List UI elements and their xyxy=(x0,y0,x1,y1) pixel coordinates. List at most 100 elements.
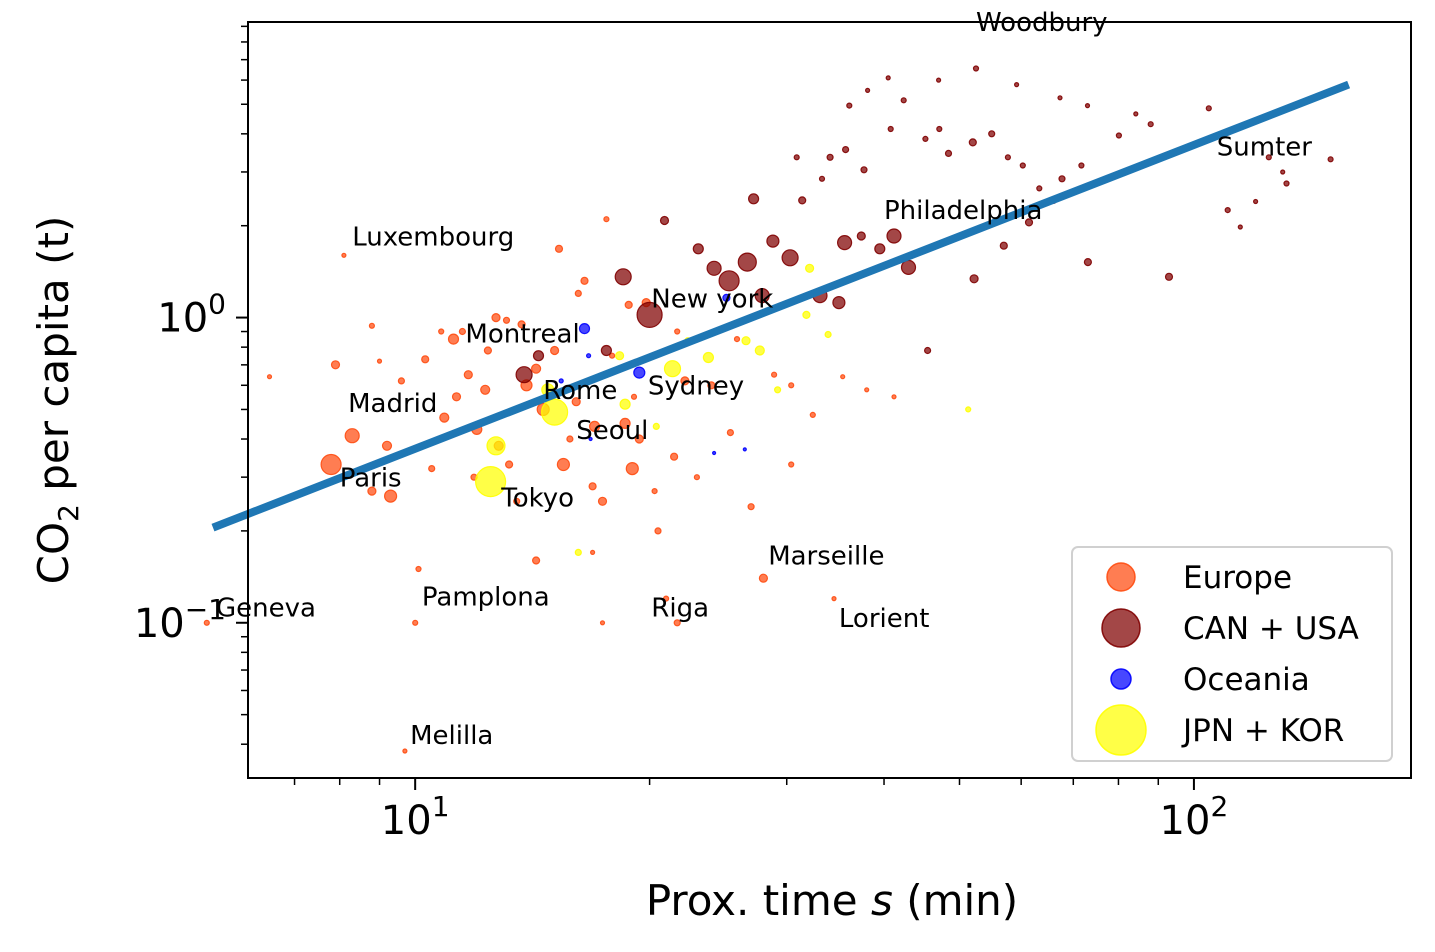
data-point xyxy=(747,503,755,511)
data-point xyxy=(491,313,501,323)
data-point xyxy=(320,453,342,476)
data-point xyxy=(574,548,582,557)
data-point xyxy=(1147,121,1154,128)
data-point xyxy=(556,457,571,472)
y-axis-label: CO2 per capita (t) xyxy=(29,216,85,585)
legend-label: Oceania xyxy=(1183,662,1310,698)
data-point xyxy=(674,328,681,335)
city-label: Tokyo xyxy=(500,484,574,514)
legend-label: JPN + KOR xyxy=(1181,713,1344,749)
y-axis-label-rest: per capita (t) xyxy=(29,216,78,504)
data-point xyxy=(936,125,943,133)
data-point xyxy=(802,310,811,319)
data-point xyxy=(625,462,639,476)
regression-line xyxy=(211,80,1351,532)
legend-marker xyxy=(1101,608,1141,648)
data-point xyxy=(1327,156,1334,163)
data-point xyxy=(203,619,210,626)
data-point xyxy=(733,336,741,343)
data-point xyxy=(574,289,582,297)
data-point xyxy=(781,249,799,267)
data-point xyxy=(1164,272,1174,281)
data-point xyxy=(693,474,701,481)
city-label: Montreal xyxy=(465,319,579,349)
data-point xyxy=(965,406,972,413)
data-point xyxy=(571,397,581,407)
data-point xyxy=(722,293,731,302)
data-point xyxy=(614,351,625,361)
data-point xyxy=(530,363,542,374)
data-point xyxy=(999,241,1008,250)
data-point xyxy=(922,135,929,142)
data-point xyxy=(549,345,560,356)
data-point xyxy=(381,440,393,451)
data-point xyxy=(663,360,682,378)
legend-marker xyxy=(1110,668,1132,690)
data-point xyxy=(885,75,891,81)
y-axis-label-main: CO xyxy=(29,522,78,584)
data-point xyxy=(412,619,419,626)
data-points xyxy=(203,65,1334,754)
x-tick-exponent: 2 xyxy=(1210,790,1228,823)
data-point xyxy=(651,488,658,495)
data-point xyxy=(1084,102,1091,109)
data-point xyxy=(798,196,807,205)
data-point xyxy=(1115,132,1123,139)
city-label: Lorient xyxy=(839,604,930,634)
y-tick-base: 10 xyxy=(157,296,208,342)
data-point xyxy=(505,460,514,469)
data-point xyxy=(741,336,751,346)
data-point xyxy=(1280,169,1286,175)
data-point xyxy=(531,556,541,565)
data-point xyxy=(517,320,526,329)
data-point xyxy=(486,436,506,456)
data-point xyxy=(588,436,593,442)
data-point xyxy=(608,352,616,359)
data-point xyxy=(580,276,589,285)
data-point xyxy=(874,243,886,255)
city-label: Marseille xyxy=(768,542,884,572)
data-point xyxy=(480,384,491,395)
city-label: Luxembourg xyxy=(352,223,514,253)
data-point xyxy=(344,428,360,444)
data-point xyxy=(659,215,670,226)
data-point xyxy=(585,353,592,359)
data-point xyxy=(826,153,834,161)
data-point xyxy=(515,366,533,384)
x-tick-base: 10 xyxy=(381,798,432,844)
y-tick-label: 10−1 xyxy=(134,593,226,647)
data-point xyxy=(864,87,871,94)
city-annotations: WoodburySumterPhiladelphiaLuxembourgNew … xyxy=(216,8,1312,751)
plot-frame xyxy=(247,21,1412,779)
data-point xyxy=(831,595,837,602)
x-tick-exponent: 1 xyxy=(432,790,450,823)
data-point xyxy=(692,243,704,255)
data-point xyxy=(1058,175,1066,183)
data-point xyxy=(566,435,574,443)
data-point xyxy=(447,333,460,345)
data-point xyxy=(673,619,681,627)
data-point xyxy=(633,366,646,379)
data-point xyxy=(773,386,782,394)
data-point xyxy=(702,351,715,364)
data-point xyxy=(818,175,826,182)
data-point xyxy=(886,228,902,244)
data-point xyxy=(969,274,979,284)
city-label: Melilla xyxy=(410,721,493,751)
data-point xyxy=(754,345,765,356)
data-point xyxy=(804,263,815,273)
data-point xyxy=(887,125,894,133)
data-point xyxy=(597,496,608,506)
data-point xyxy=(1265,154,1272,161)
data-point xyxy=(636,301,663,328)
data-point xyxy=(860,166,868,174)
data-point xyxy=(1283,180,1290,187)
data-point xyxy=(836,235,853,251)
data-point xyxy=(1019,162,1026,169)
data-point xyxy=(600,344,613,357)
data-point xyxy=(588,482,597,491)
data-point xyxy=(824,330,832,339)
data-point xyxy=(1237,224,1243,230)
data-point xyxy=(840,374,846,380)
